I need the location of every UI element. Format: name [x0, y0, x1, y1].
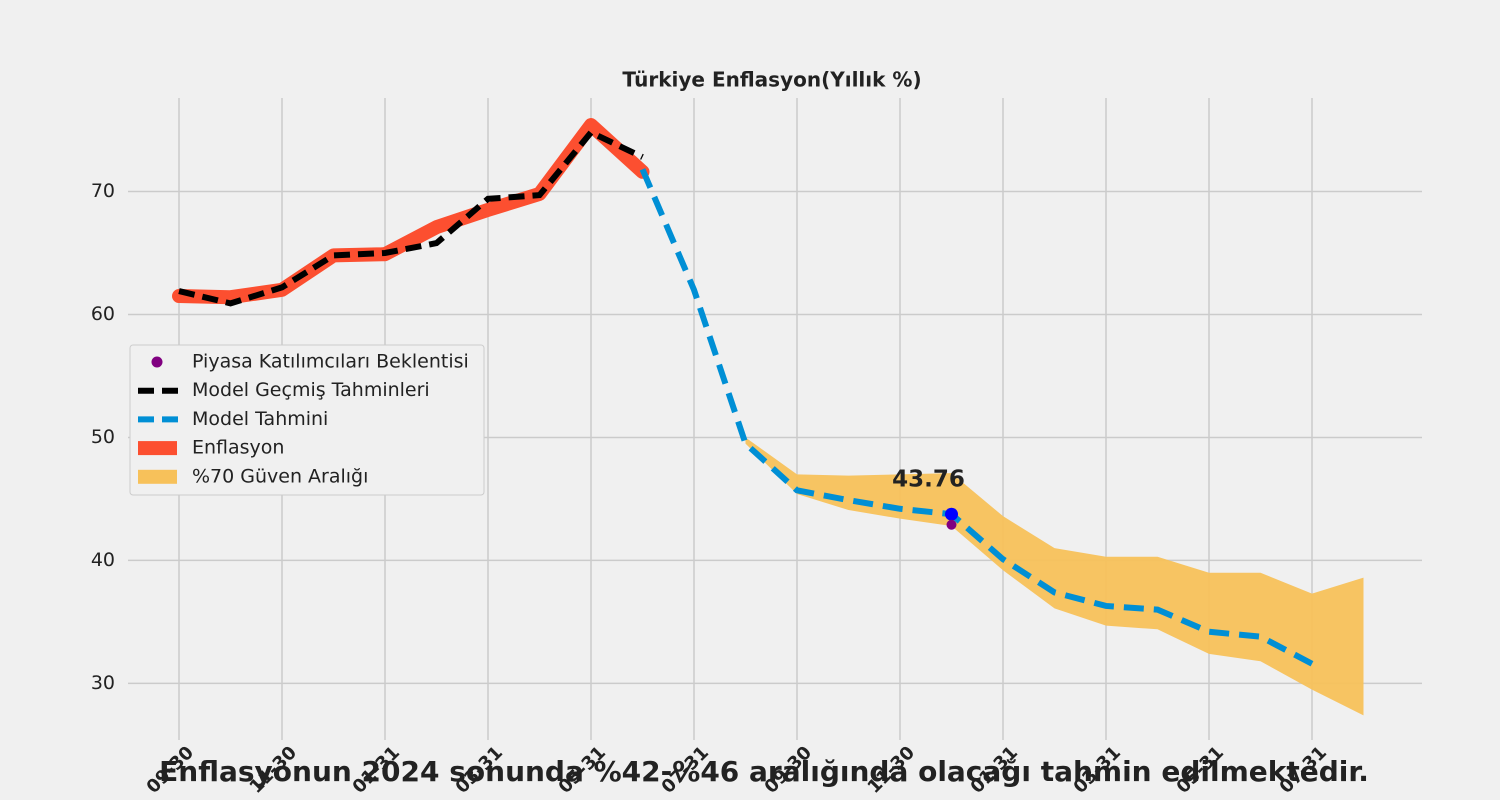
series-line	[639, 168, 1314, 667]
value-label: 43.76	[892, 467, 965, 493]
legend-label: Model Tahmini	[192, 408, 328, 430]
legend-label: Enflasyon	[192, 437, 284, 459]
legend-marker	[138, 469, 177, 484]
legend-label: %70 Güven Aralığı	[192, 465, 368, 487]
legend-label: Model Geçmiş Tahminleri	[192, 379, 430, 401]
plot-area: 43.76	[172, 118, 1364, 716]
chart-title: Türkiye Enflasyon(Yıllık %)	[622, 68, 921, 92]
highlight-point	[945, 507, 958, 521]
footnote: Enflasyonun 2024 sonunda %42-%46 aralığı…	[159, 755, 1369, 788]
y-tick-label: 50	[91, 426, 115, 448]
legend-box	[129, 344, 485, 496]
series-line	[178, 128, 644, 307]
legend-marker	[138, 441, 177, 456]
legend-marker	[151, 356, 163, 368]
legend: Piyasa Katılımcıları Beklentisi Model Geç…	[129, 344, 485, 496]
legend-label: Piyasa Katılımcıları Beklentisi	[192, 351, 469, 373]
y-tick-label: 60	[91, 303, 115, 325]
y-tick-label: 40	[91, 549, 115, 571]
scatter-point	[946, 519, 957, 530]
y-tick-label: 70	[91, 180, 115, 202]
y-tick-label: 30	[91, 672, 115, 694]
